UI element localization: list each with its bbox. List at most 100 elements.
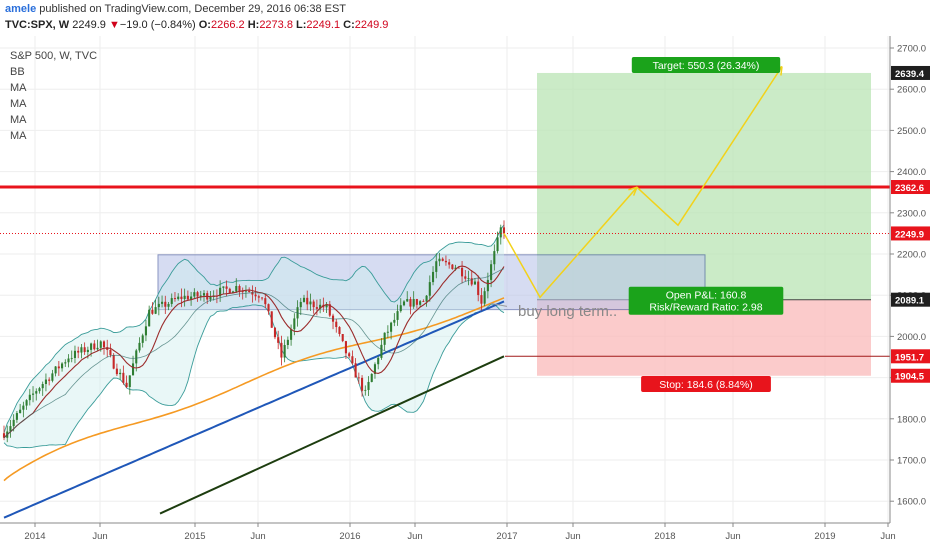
candle-body	[125, 382, 128, 387]
candle-body	[351, 356, 354, 364]
pnl-badge-text: Open P&L: 160.8	[666, 290, 747, 302]
candle-body	[180, 296, 183, 299]
price-label: 2089.1	[895, 296, 925, 307]
legend-ma-2[interactable]: MA	[10, 98, 27, 110]
time-tick-label: Jun	[565, 531, 580, 542]
candle-body	[380, 344, 383, 358]
candle-body	[219, 287, 222, 297]
candle-body	[99, 341, 102, 348]
publish-text: published on TradingView.com, December 2…	[39, 3, 347, 15]
candle-body	[86, 349, 89, 353]
ma-orange-line	[3, 297, 505, 482]
candle-body	[67, 358, 70, 363]
candle-body	[457, 267, 460, 269]
time-tick-label: 2017	[496, 531, 517, 542]
candle-body	[406, 299, 409, 302]
author-link[interactable]: amele	[5, 3, 37, 15]
candle-body	[28, 394, 31, 401]
candle-body	[241, 291, 244, 293]
candle-body	[270, 311, 273, 328]
candle-body	[490, 264, 493, 280]
low-value: 2249.1	[306, 19, 341, 31]
price-label-bg	[891, 349, 930, 364]
stop-badge-text: Stop: 184.6 (8.84%)	[659, 379, 752, 391]
candle-body	[393, 319, 396, 323]
candle-body	[419, 301, 422, 305]
candle-body	[144, 326, 147, 336]
candle-body	[231, 291, 235, 293]
legend-bb[interactable]: BB	[10, 66, 25, 78]
candle-body	[451, 264, 454, 270]
candle-body	[477, 281, 480, 296]
open-value: 2266.2	[210, 19, 245, 31]
price-axis: 1600.01700.01800.01900.02000.02100.02200…	[889, 36, 930, 523]
close-label: C:	[343, 19, 355, 31]
candle-body	[61, 363, 64, 369]
candle-body	[348, 353, 351, 357]
price-label-bg	[891, 226, 930, 241]
candle-body	[254, 294, 257, 297]
candle-body	[112, 355, 115, 369]
candle-body	[399, 305, 402, 312]
candle-body	[290, 329, 293, 340]
price-tick-label: 2700.0	[897, 44, 926, 55]
candle-body	[51, 373, 54, 381]
legend-ma-3[interactable]: MA	[10, 114, 27, 126]
candle-body	[248, 290, 251, 293]
time-axis: 2014 Jun 2015 Jun 2016 Jun 2017 Jun 2018 Jun 2019 J…	[0, 522, 896, 542]
candle-body	[22, 405, 25, 410]
candle-body	[235, 286, 238, 292]
candle-body	[448, 262, 451, 265]
price-label: 2639.4	[895, 69, 925, 80]
candle-body	[15, 413, 18, 420]
price-tick-label: 1600.0	[897, 497, 926, 508]
candle-body	[435, 261, 438, 272]
price-chart[interactable]: buy long term.. Target: 550.3 (26.34%) Ope…	[0, 36, 932, 550]
price-label: 2249.9	[895, 229, 924, 240]
candle-body	[341, 334, 344, 342]
ohlc-bar: TVC:SPX, W 2249.9 ▼−19.0 (−0.84%) O:2266…	[5, 19, 388, 31]
candle-body	[138, 342, 141, 351]
candle-body	[315, 307, 318, 309]
candle-body	[280, 342, 283, 358]
legend-ma-1[interactable]: MA	[10, 82, 27, 94]
price-tick-label: 1800.0	[897, 414, 926, 425]
candle-body	[299, 301, 302, 308]
candle-body	[361, 377, 364, 391]
candle-body	[454, 267, 457, 270]
candle-body	[177, 296, 180, 300]
candle-body	[486, 279, 489, 292]
legend-ma-4[interactable]: MA	[10, 130, 27, 142]
candle-body	[319, 304, 322, 309]
candle-body	[41, 384, 44, 389]
candle-body	[483, 291, 486, 304]
candle-body	[264, 298, 267, 305]
time-tick-label: 2019	[814, 531, 835, 542]
stop-badge-bg	[641, 376, 771, 392]
candle-body	[238, 286, 241, 292]
time-tick-label: Jun	[407, 531, 422, 542]
price-label-bg	[891, 292, 930, 307]
time-tick-label: 2016	[339, 531, 360, 542]
candle-body	[135, 350, 138, 364]
candle-body	[441, 258, 444, 261]
candle-body	[312, 301, 315, 308]
time-tick-label: 2014	[24, 531, 45, 542]
candle-body	[273, 327, 277, 338]
price-tick-label: 2200.0	[897, 250, 926, 261]
symbol-label[interactable]: TVC:SPX, W	[5, 19, 70, 31]
ma-red-line	[3, 265, 505, 439]
candle-body	[44, 379, 47, 385]
price-tick-label: 2000.0	[897, 332, 926, 343]
candle-body	[383, 332, 386, 345]
candle-body	[151, 309, 154, 314]
close-value: 2249.9	[354, 19, 389, 31]
candle-body	[302, 297, 306, 302]
candle-body	[473, 281, 477, 285]
candle-body	[199, 295, 202, 297]
candle-body	[244, 290, 247, 292]
candle-body	[286, 339, 289, 346]
candle-body	[386, 331, 389, 333]
candle-body	[377, 357, 380, 365]
candle-body	[96, 347, 99, 350]
